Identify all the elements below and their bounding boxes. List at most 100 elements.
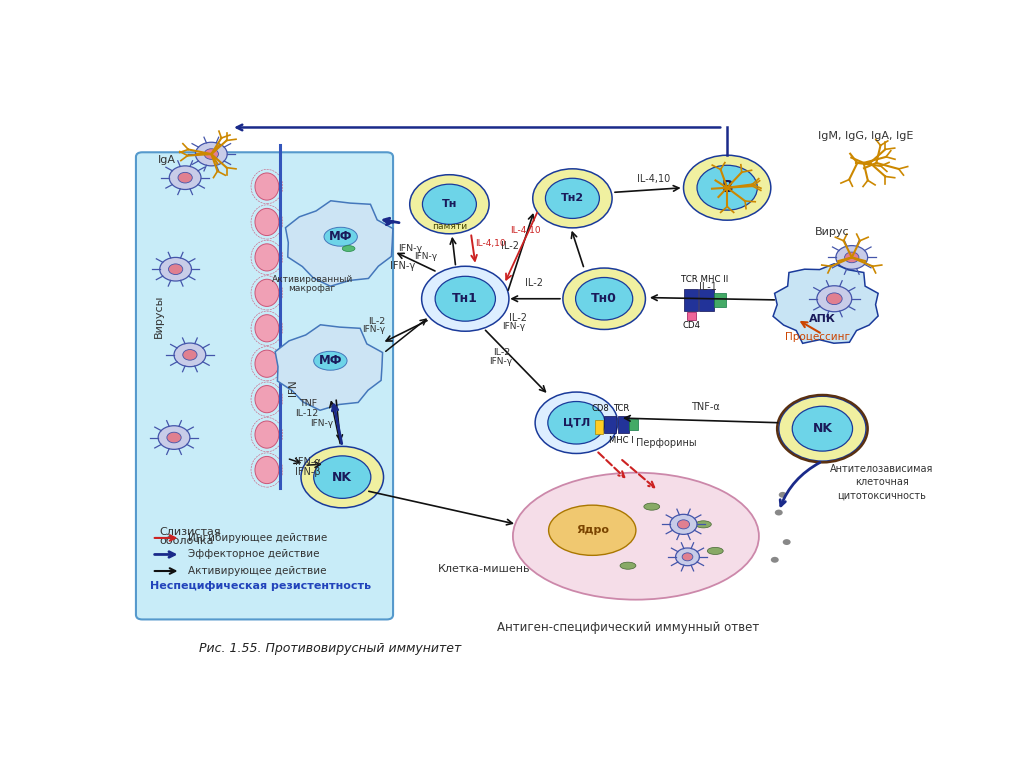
Text: IFN-β: IFN-β bbox=[295, 467, 321, 477]
Text: TNF-α: TNF-α bbox=[691, 402, 720, 412]
Circle shape bbox=[682, 553, 693, 561]
Ellipse shape bbox=[695, 521, 712, 528]
Text: IFN-γ: IFN-γ bbox=[489, 357, 512, 366]
Circle shape bbox=[548, 401, 605, 444]
Ellipse shape bbox=[644, 503, 659, 510]
Text: ЦТЛ: ЦТЛ bbox=[563, 418, 590, 428]
Ellipse shape bbox=[513, 472, 759, 600]
Text: Неспецифическая резистентность: Неспецифическая резистентность bbox=[151, 581, 372, 591]
Text: Активированный: Активированный bbox=[271, 275, 352, 285]
FancyBboxPatch shape bbox=[136, 153, 393, 620]
Circle shape bbox=[684, 155, 771, 220]
Ellipse shape bbox=[324, 227, 357, 246]
Circle shape bbox=[182, 350, 197, 360]
Text: Эффекторное действие: Эффекторное действие bbox=[188, 549, 319, 559]
Circle shape bbox=[845, 252, 859, 263]
Circle shape bbox=[826, 293, 842, 304]
Circle shape bbox=[301, 446, 384, 508]
Text: оболочка: оболочка bbox=[160, 536, 214, 546]
Ellipse shape bbox=[313, 351, 347, 370]
Bar bbox=[604, 416, 616, 433]
Ellipse shape bbox=[255, 456, 279, 484]
Text: IFN-γ: IFN-γ bbox=[310, 419, 334, 428]
Circle shape bbox=[836, 245, 867, 269]
Circle shape bbox=[196, 142, 227, 166]
Ellipse shape bbox=[255, 244, 279, 271]
Text: TCR: TCR bbox=[613, 404, 630, 413]
Text: IL-4,10: IL-4,10 bbox=[475, 239, 506, 248]
Bar bbox=[699, 289, 714, 311]
Text: IgA: IgA bbox=[158, 155, 176, 165]
Text: памяти: памяти bbox=[432, 222, 467, 231]
Bar bbox=[617, 416, 629, 433]
Text: CD4: CD4 bbox=[682, 321, 700, 331]
Text: IL-2: IL-2 bbox=[494, 348, 510, 357]
Bar bbox=[595, 420, 602, 434]
Circle shape bbox=[204, 149, 218, 160]
Circle shape bbox=[167, 433, 181, 443]
Ellipse shape bbox=[255, 386, 279, 413]
Text: Перфорины: Перфорины bbox=[636, 439, 696, 449]
Ellipse shape bbox=[255, 350, 279, 377]
Circle shape bbox=[697, 165, 758, 210]
Bar bbox=[714, 293, 726, 307]
Ellipse shape bbox=[255, 314, 279, 342]
Circle shape bbox=[676, 548, 699, 566]
Text: Слизистая: Слизистая bbox=[160, 527, 221, 537]
Text: IFN-γ: IFN-γ bbox=[362, 325, 385, 334]
Ellipse shape bbox=[342, 245, 355, 252]
Text: Вирусы: Вирусы bbox=[154, 295, 164, 338]
Text: Тн0: Тн0 bbox=[591, 292, 617, 305]
Text: IFN-γ: IFN-γ bbox=[503, 322, 525, 331]
Circle shape bbox=[575, 278, 633, 320]
Circle shape bbox=[782, 539, 791, 545]
Circle shape bbox=[169, 264, 182, 275]
Text: IL-1: IL-1 bbox=[699, 282, 717, 292]
Text: IFN-γ: IFN-γ bbox=[397, 245, 422, 254]
Text: TNF: TNF bbox=[299, 400, 316, 408]
Ellipse shape bbox=[621, 562, 636, 569]
Circle shape bbox=[435, 276, 496, 321]
Text: МФ: МФ bbox=[329, 230, 352, 243]
Text: МНС I: МНС I bbox=[609, 436, 634, 446]
Text: IgM, IgG, IgA, IgE: IgM, IgG, IgA, IgE bbox=[818, 131, 913, 141]
Text: CD8: CD8 bbox=[591, 404, 609, 413]
Text: Антителозависимая
клеточная
цитотоксичность: Антителозависимая клеточная цитотоксично… bbox=[830, 464, 934, 501]
Circle shape bbox=[771, 557, 778, 563]
Polygon shape bbox=[773, 264, 879, 344]
Circle shape bbox=[158, 426, 189, 449]
Polygon shape bbox=[275, 324, 383, 410]
Text: Тн: Тн bbox=[441, 199, 457, 209]
Circle shape bbox=[775, 509, 782, 515]
Text: Ядро: Ядро bbox=[575, 525, 608, 535]
Text: МФ: МФ bbox=[318, 354, 342, 367]
Text: Антиген-специфический иммунный ответ: Антиген-специфический иммунный ответ bbox=[497, 621, 759, 634]
Ellipse shape bbox=[255, 279, 279, 307]
Text: Вирус: Вирус bbox=[814, 227, 849, 237]
Text: NK: NK bbox=[812, 422, 833, 435]
Circle shape bbox=[169, 166, 201, 189]
Text: АПК: АПК bbox=[809, 314, 836, 324]
Text: Клетка-мишень: Клетка-мишень bbox=[437, 564, 530, 574]
Circle shape bbox=[536, 392, 617, 453]
Text: Ингибирующее действие: Ингибирующее действие bbox=[188, 533, 328, 543]
Circle shape bbox=[779, 492, 786, 498]
Text: В: В bbox=[721, 180, 733, 196]
Circle shape bbox=[817, 286, 852, 311]
Text: IL-2: IL-2 bbox=[368, 317, 385, 325]
Ellipse shape bbox=[255, 209, 279, 235]
Text: IL-12: IL-12 bbox=[295, 409, 317, 418]
Text: IFN-γ: IFN-γ bbox=[414, 252, 437, 261]
Text: IL-4,10: IL-4,10 bbox=[511, 225, 541, 235]
Text: IL-4,10: IL-4,10 bbox=[638, 174, 671, 184]
Ellipse shape bbox=[255, 173, 279, 200]
Text: Тн2: Тн2 bbox=[561, 193, 584, 203]
Text: IFN: IFN bbox=[289, 379, 298, 396]
Circle shape bbox=[178, 173, 193, 183]
Circle shape bbox=[563, 268, 645, 330]
Circle shape bbox=[778, 397, 866, 461]
Circle shape bbox=[174, 343, 206, 367]
Text: IL-2: IL-2 bbox=[509, 313, 527, 323]
Text: IL-2: IL-2 bbox=[524, 278, 543, 288]
Bar bbox=[687, 311, 696, 320]
